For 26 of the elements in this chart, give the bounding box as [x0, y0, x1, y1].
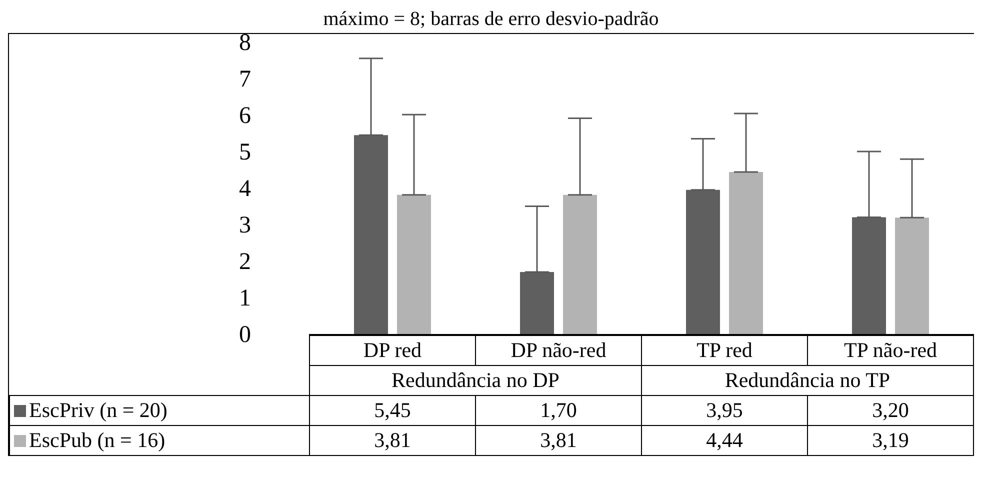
legend-label: EscPub (n = 16)	[10, 426, 310, 456]
y-tick-label: 5	[239, 140, 251, 166]
x-tick-label: TP não-red	[808, 335, 974, 366]
y-tick-label: 0	[239, 322, 251, 348]
data-label: 3,81	[310, 426, 476, 456]
y-tick-label: 6	[239, 103, 251, 129]
y-tick-label: 1	[239, 286, 251, 312]
y-tick-label: 3	[239, 212, 251, 238]
data-label: 3,20	[808, 396, 974, 426]
y-tick-label: 2	[239, 249, 251, 275]
legend-label: EscPriv (n = 20)	[10, 396, 310, 426]
text: Redundância no TP	[642, 366, 974, 396]
data-label: 4,44	[642, 426, 808, 456]
data-label: 3,19	[808, 426, 974, 456]
data-label: 1,70	[476, 396, 642, 426]
y-tick-label: 4	[239, 176, 251, 202]
x-tick-label: DP não-red	[476, 335, 642, 366]
data-label: 3,95	[642, 396, 808, 426]
data-label: 3,81	[476, 426, 642, 456]
chart-title: máximo = 8; barras de erro desvio-padrão	[323, 8, 659, 30]
x-tick-label: DP red	[310, 335, 476, 366]
y-tick-label: 7	[239, 66, 251, 92]
y-tick-label: 8	[239, 30, 251, 56]
data-label: 5,45	[310, 396, 476, 426]
x-tick-label: TP red	[642, 335, 808, 366]
text: Redundância no DP	[310, 366, 642, 396]
